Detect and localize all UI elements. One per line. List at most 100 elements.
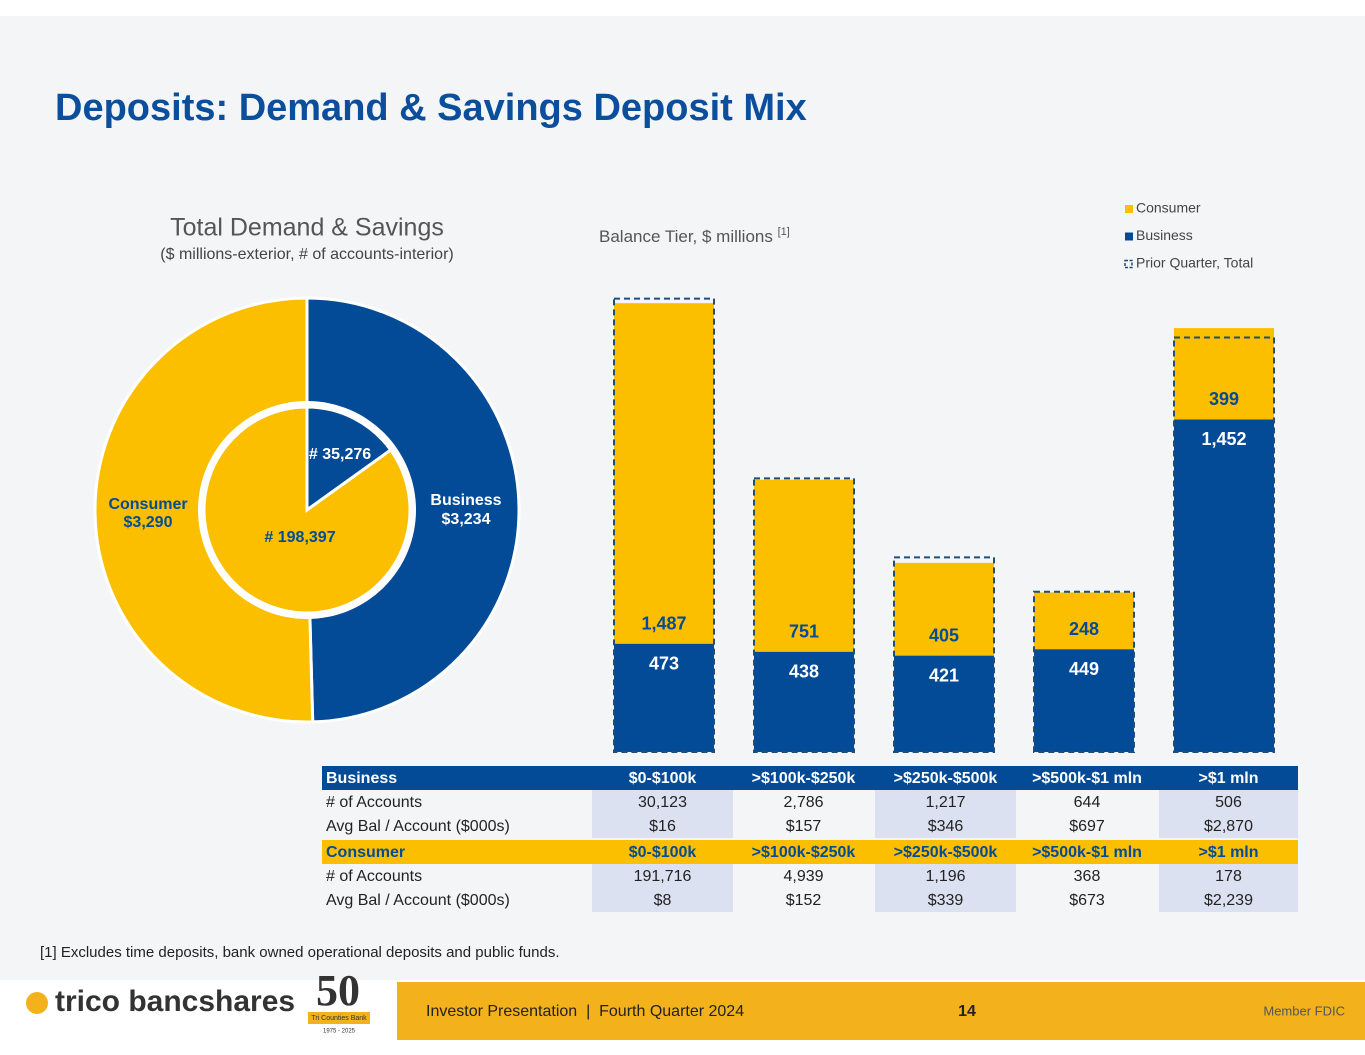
badge-ribbon bbox=[308, 1012, 370, 1024]
table-cell-bg bbox=[1159, 814, 1298, 838]
table-cell-bg bbox=[592, 790, 733, 814]
table-cell: $346 bbox=[928, 818, 964, 835]
data-label: 1,452 bbox=[1201, 429, 1246, 449]
footnote: [1] Excludes time deposits, bank owned o… bbox=[40, 944, 560, 961]
bar-title-text: Balance Tier, $ millions bbox=[599, 227, 773, 246]
data-label: 751 bbox=[789, 621, 819, 641]
table-cell: $152 bbox=[786, 892, 822, 909]
table-cell: $2,870 bbox=[1204, 818, 1253, 835]
donut-subtitle: ($ millions-exterior, # of accounts-inte… bbox=[160, 246, 453, 263]
inner-value: # 35,276 bbox=[309, 446, 371, 463]
slice-value: $3,290 bbox=[124, 514, 173, 531]
bar-segment bbox=[1174, 419, 1274, 752]
legend-label: Prior Quarter, Total bbox=[1136, 255, 1253, 271]
data-label: 405 bbox=[929, 625, 959, 645]
table-cell-bg bbox=[875, 814, 1016, 838]
table-cell-bg bbox=[875, 790, 1016, 814]
table-cell: # of Accounts bbox=[326, 794, 422, 811]
donut-title: Total Demand & Savings bbox=[170, 214, 444, 242]
donut-slice bbox=[305, 405, 393, 513]
bar-segment bbox=[614, 303, 714, 644]
table-cell: 506 bbox=[1215, 794, 1242, 811]
prior-quarter-outline bbox=[893, 556, 995, 753]
bar-segment bbox=[614, 643, 714, 752]
legend-swatch bbox=[1125, 232, 1133, 241]
table-cell: $697 bbox=[1069, 818, 1105, 835]
table-header-cell: >$500k-$1 mln bbox=[1032, 844, 1142, 861]
table-cell: 1,217 bbox=[925, 794, 965, 811]
data-label: 449 bbox=[1069, 659, 1099, 679]
table-header-row bbox=[322, 840, 1298, 864]
member-fdic: Member FDIC bbox=[1263, 1003, 1345, 1018]
footer-presentation: Investor Presentation | Fourth Quarter 2… bbox=[426, 1003, 744, 1020]
table-cell: 191,716 bbox=[634, 868, 692, 885]
slice-name: Business bbox=[430, 492, 501, 509]
table-cell: 368 bbox=[1074, 868, 1101, 885]
prior-quarter-outline bbox=[1173, 336, 1275, 753]
table-cell: 4,939 bbox=[783, 868, 823, 885]
badge-number: 50 bbox=[316, 966, 360, 1015]
table-header-cell: $0-$100k bbox=[629, 844, 697, 861]
table-cell-bg bbox=[1159, 790, 1298, 814]
data-label: 248 bbox=[1069, 619, 1099, 639]
badge-years: 1975 - 2025 bbox=[323, 1029, 356, 1035]
table-header-cell: >$1 mln bbox=[1198, 770, 1258, 787]
table-cell-bg bbox=[592, 814, 733, 838]
logo-icon bbox=[26, 992, 48, 1014]
bar-title-note: [1] bbox=[778, 226, 790, 238]
legend-swatch bbox=[1125, 205, 1133, 213]
table-cell: 1,196 bbox=[925, 868, 965, 885]
table-cell: $157 bbox=[786, 818, 822, 835]
bar-title: Balance Tier, $ millions [1] bbox=[599, 226, 790, 247]
table-cell-bg bbox=[592, 888, 733, 912]
table-cell-bg bbox=[875, 888, 1016, 912]
legend-label: Business bbox=[1136, 227, 1193, 243]
table-cell: Avg Bal / Account ($000s) bbox=[326, 892, 510, 909]
table-header-cell: >$100k-$250k bbox=[752, 770, 856, 787]
table-cell: $16 bbox=[649, 818, 676, 835]
legend-swatch bbox=[1124, 259, 1133, 269]
bar-segment bbox=[1174, 328, 1274, 420]
logo-text: trico bancshares bbox=[55, 985, 295, 1018]
table-header-cell: Business bbox=[326, 770, 397, 787]
table-cell: $2,239 bbox=[1204, 892, 1253, 909]
table-cell-bg bbox=[1159, 864, 1298, 888]
slice-name: Consumer bbox=[108, 496, 187, 513]
table-cell: Avg Bal / Account ($000s) bbox=[326, 818, 510, 835]
table-header-row bbox=[322, 766, 1298, 790]
slide-title: Deposits: Demand & Savings Deposit Mix bbox=[55, 87, 807, 129]
table-cell: 178 bbox=[1215, 868, 1242, 885]
table-cell-bg bbox=[875, 864, 1016, 888]
badge-text: Tri Counties Bank bbox=[311, 1015, 367, 1022]
data-label: 473 bbox=[649, 653, 679, 673]
data-label: 399 bbox=[1209, 389, 1239, 409]
footer-band bbox=[397, 982, 1365, 1040]
table-cell: 644 bbox=[1074, 794, 1101, 811]
table-cell-bg bbox=[592, 864, 733, 888]
table-header-cell: >$1 mln bbox=[1198, 844, 1258, 861]
legend-label: Consumer bbox=[1136, 200, 1201, 216]
bar-chart: 1,487 473 751 438 405 421 248 449 399 1,452 bbox=[613, 297, 1275, 754]
bar-segment bbox=[754, 479, 854, 652]
bar-segment bbox=[754, 651, 854, 752]
table-header-cell: >$100k-$250k bbox=[752, 844, 856, 861]
table-cell: # of Accounts bbox=[326, 868, 422, 885]
slice-value: $3,234 bbox=[442, 511, 491, 528]
table-cell: 30,123 bbox=[638, 794, 687, 811]
table-header-cell: >$500k-$1 mln bbox=[1032, 770, 1142, 787]
data-label: 421 bbox=[929, 665, 959, 685]
table-cell: $8 bbox=[654, 892, 672, 909]
table-cell: $339 bbox=[928, 892, 964, 909]
data-label: 438 bbox=[789, 661, 819, 681]
table-cell-bg bbox=[1159, 888, 1298, 912]
bar-segment bbox=[1034, 592, 1134, 650]
bar-segment bbox=[894, 655, 994, 752]
table-cell: 2,786 bbox=[783, 794, 823, 811]
bar-segment bbox=[894, 562, 994, 656]
bar-segment bbox=[1034, 649, 1134, 752]
prior-quarter-outline bbox=[1033, 590, 1135, 754]
tier-table: Business $0-$100k >$100k-$250k >$250k-$500k… bbox=[322, 766, 1298, 912]
table-header-cell: >$250k-$500k bbox=[894, 770, 998, 787]
table-cell: $673 bbox=[1069, 892, 1105, 909]
